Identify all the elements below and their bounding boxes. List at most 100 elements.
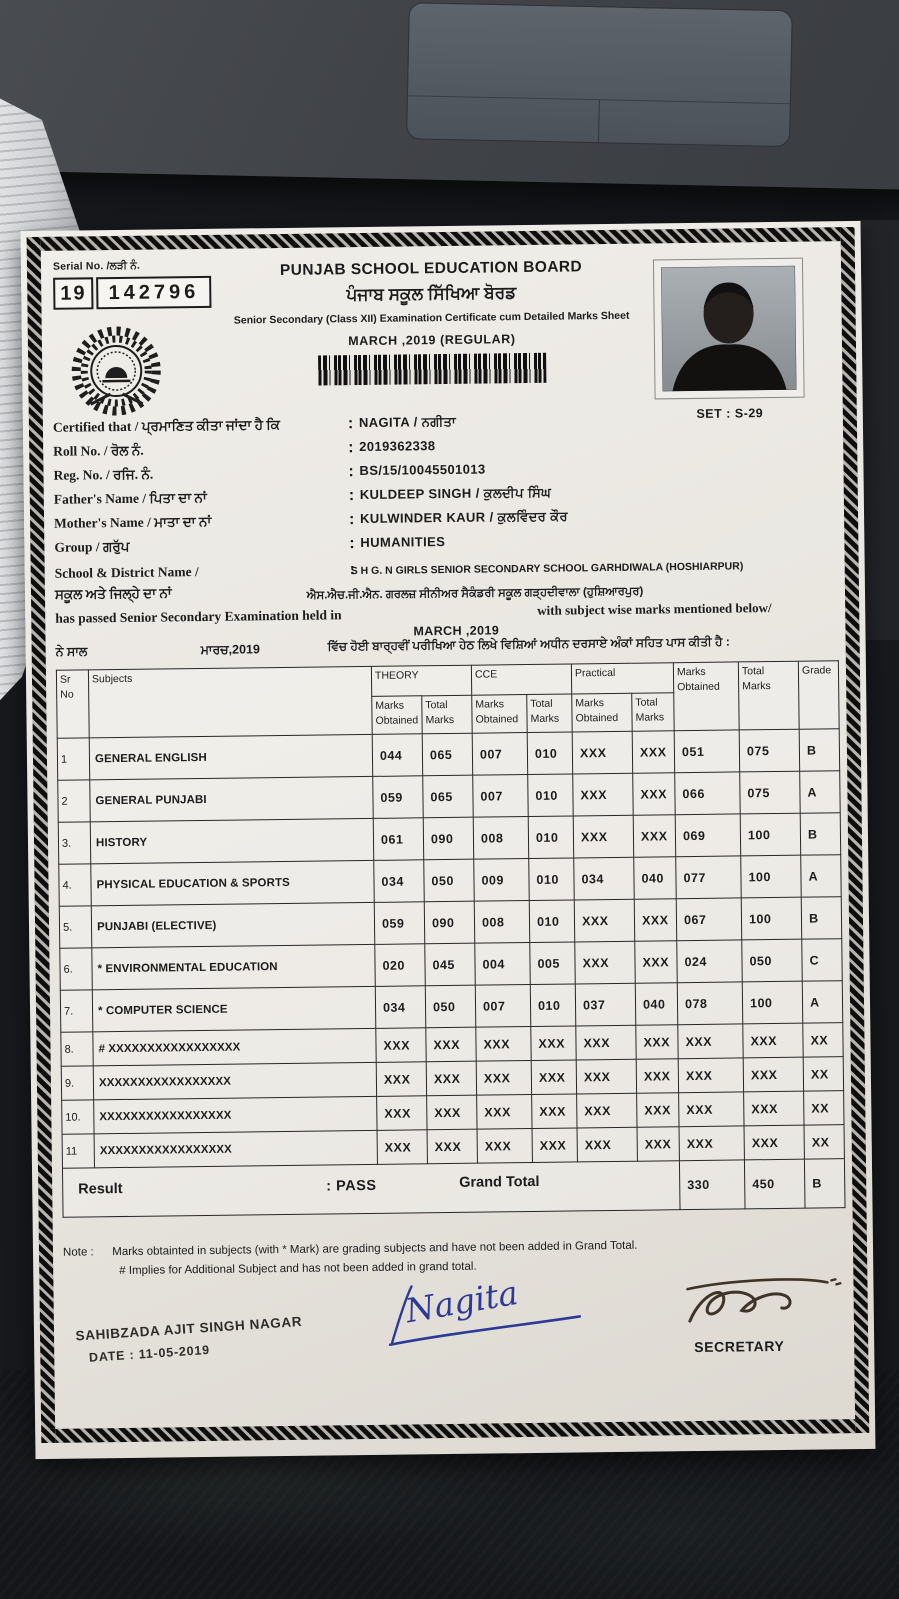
marks-cell: 066 [674, 771, 741, 815]
marks-cell: XXX [678, 1057, 744, 1093]
passed-statement-en: has passed Senior Secondary Examination … [55, 607, 342, 626]
result-value: : PASS [326, 1177, 377, 1195]
marks-table-body: 1 GENERAL ENGLISH 044 065 007 010 XXX XXX 051 075… [57, 728, 845, 1169]
svg-text:Nagita: Nagita [402, 1273, 521, 1331]
header-marks-obtained: Marks Obtained [673, 661, 740, 731]
laptop-touchpad [406, 2, 793, 148]
header-subjects: Subjects [88, 666, 373, 738]
marks-cell: XXX [376, 1095, 428, 1131]
marks-cell: 077 [675, 855, 742, 899]
marks-cell: 044 [372, 733, 423, 777]
field-value: 2019362338 [359, 438, 436, 455]
marks-cell: XXX [476, 1094, 533, 1130]
field-colon: : [348, 487, 355, 505]
marks-cell: 034 [573, 857, 635, 900]
student-signature: Nagita [371, 1264, 602, 1364]
table-header-row-1: Sr No Subjects THEORY CCE Practical Mark… [56, 660, 840, 739]
marks-cell: 004 [474, 942, 531, 986]
marks-cell: B [799, 728, 840, 772]
marks-cell: A [802, 980, 843, 1024]
marks-cell: XXX [426, 1061, 477, 1096]
sr-cell: 10. [61, 1099, 95, 1135]
marks-cell: 010 [529, 899, 575, 943]
marks-cell: XXX [426, 1095, 478, 1130]
subject-cell: * ENVIRONMENTAL EDUCATION [91, 944, 376, 990]
school-value-pa: ਐਸ.ਐਚ.ਜੀ.ਐਨ. ਗਰਲਜ਼ ਸੀਨੀਅਰ ਸੈਕੰਡਰੀ ਸਕੂਲ ਗ… [306, 585, 644, 602]
sr-cell: 8. [60, 1031, 94, 1067]
marks-cell: XXX [634, 898, 677, 942]
marks-cell: XXX [427, 1129, 478, 1164]
marks-cell: 005 [529, 941, 576, 985]
marks-cell: XXX [475, 1026, 532, 1062]
serial-book-no: 19 [53, 277, 94, 310]
marks-cell: 067 [676, 897, 742, 941]
marks-cell: 034 [375, 985, 426, 1029]
marks-cell: XXX [576, 1093, 638, 1128]
sr-cell: 9. [61, 1065, 94, 1101]
passed-month-en: MARCH ,2019 [413, 623, 500, 639]
board-name-punjabi: ਪੰਜਾਬ ਸਕੂਲ ਸਿੱਖਿਆ ਬੋਰਡ [346, 283, 517, 305]
sr-cell: 11 [62, 1133, 95, 1169]
subject-cell: XXXXXXXXXXXXXXXXX [94, 1130, 378, 1168]
marks-cell: XXX [531, 1093, 578, 1129]
marks-cell: XXX [678, 1091, 745, 1127]
marks-cell: XXX [375, 1027, 427, 1063]
field-colon: : [349, 535, 355, 553]
marks-cell: 008 [474, 900, 530, 944]
header-practical: Practical [571, 662, 674, 694]
grand-total-grade: B [804, 1158, 846, 1209]
student-photo [652, 257, 805, 400]
header-theory: THEORY [371, 665, 472, 697]
marks-cell: XXX [572, 773, 634, 816]
passed-statement-en-tail: with subject wise marks mentioned below/ [537, 600, 772, 618]
marks-cell: 010 [527, 731, 573, 775]
marks-cell: XXX [636, 1058, 679, 1094]
marks-cell: XXX [531, 1059, 577, 1095]
marks-cell: 078 [677, 981, 743, 1025]
issue-date: DATE : 11-05-2019 [88, 1342, 211, 1365]
marks-cell: A [800, 854, 842, 898]
school-label-pa: ਸਕੂਲ ਅਤੇ ਜਿਲ੍ਹੇ ਦਾ ਨਾਂ [54, 585, 172, 602]
subject-cell: GENERAL ENGLISH [89, 734, 373, 780]
marks-cell: B [801, 896, 842, 940]
school-label-en: School & District Name / [54, 564, 199, 581]
subject-cell: # XXXXXXXXXXXXXXXXX [92, 1028, 377, 1066]
sr-cell: 4. [58, 863, 92, 907]
field-value: HUMANITIES [360, 534, 446, 551]
header-grade: Grade [798, 660, 840, 730]
marks-cell: B [800, 812, 841, 856]
secretary-signature [681, 1273, 842, 1344]
field-colon: : [348, 511, 355, 529]
subject-cell: * COMPUTER SCIENCE [92, 986, 376, 1032]
header-theory-total: Total Marks [421, 695, 473, 734]
marks-cell: 090 [423, 817, 474, 860]
secretary-label: SECRETARY [694, 1337, 785, 1356]
marks-cell: XXX [575, 1025, 637, 1060]
marks-cell: 045 [424, 943, 476, 986]
subject-cell: XXXXXXXXXXXXXXXXX [93, 1062, 377, 1100]
passed-statement-pa-tail: ਵਿੱਚ ਹੋਈ ਬਾਰ੍ਹਵੀਂ ਪਰੀਖਿਆ ਹੇਠ ਲਿਖੇ ਵਿਸ਼ਿਆ… [327, 634, 730, 654]
marks-cell: XXX [635, 1024, 679, 1060]
marks-cell: XX [803, 1090, 845, 1126]
subject-cell: XXXXXXXXXXXXXXXXX [93, 1096, 378, 1134]
marks-cell: XXX [744, 1125, 805, 1160]
field-colon: : [348, 439, 354, 457]
marks-cell: 040 [633, 856, 677, 900]
marks-cell: 010 [530, 983, 576, 1027]
marks-cell: XXX [636, 1092, 680, 1128]
field-label: Group / ਗਰੁੱਪ [54, 538, 130, 555]
marks-cell: 059 [372, 775, 424, 819]
field-value: NAGITA / ਨਗੀਤਾ [358, 413, 457, 431]
subject-cell: PHYSICAL EDUCATION & SPORTS [90, 860, 375, 906]
marks-cell: XXX [633, 814, 676, 858]
marks-cell: XXX [377, 1129, 428, 1165]
note-line-1: Marks obtainted in subjects (with * Mark… [112, 1239, 638, 1259]
marks-cell: 069 [675, 813, 741, 857]
marks-cell: 010 [528, 857, 575, 901]
subject-cell: GENERAL PUNJABI [89, 776, 374, 822]
header-theory-marks: Marks Obtained [371, 695, 423, 735]
candidate-fields: Certified that / ਪ੍ਰਮਾਣਿਤ ਕੀਤਾ ਜਾਂਦਾ ਹੈ … [41, 241, 841, 555]
marks-cell: 024 [676, 939, 743, 983]
marks-cell: 009 [473, 858, 530, 902]
marks-cell: 059 [374, 901, 425, 945]
